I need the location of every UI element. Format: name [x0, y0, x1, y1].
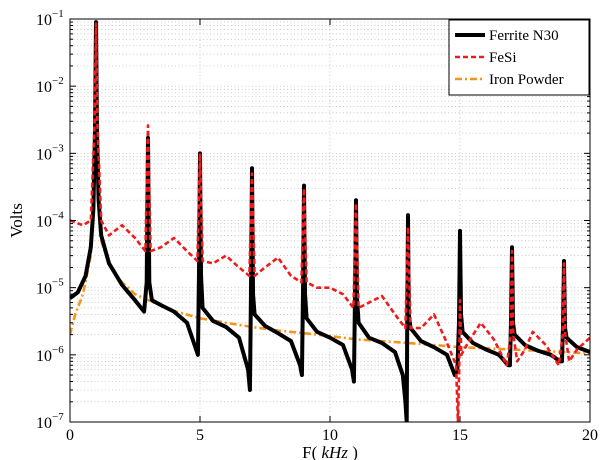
y-tick-label-base: 10	[36, 415, 52, 432]
y-tick-label: 10−5	[36, 277, 64, 298]
y-tick-label-exponent: −5	[52, 277, 64, 289]
y-tick-label: 10−3	[36, 142, 64, 163]
legend: Ferrite N30 FeSi Iron Powder	[448, 19, 590, 96]
series-line-fesi	[70, 22, 590, 422]
y-tick-label-exponent: −2	[52, 75, 64, 87]
y-tick-label-exponent: −1	[52, 8, 64, 20]
x-tick-labels: 0 5 10 15 20	[66, 427, 598, 444]
y-tick-label: 10−1	[36, 8, 64, 29]
y-tick-labels: 10−710−610−510−410−310−210−1	[36, 8, 64, 432]
y-tick-label: 10−2	[36, 75, 64, 96]
y-tick-label-exponent: −3	[52, 142, 64, 154]
legend-box	[448, 19, 590, 96]
y-tick-label: 10−4	[36, 210, 64, 231]
legend-label: FeSi	[489, 50, 517, 66]
x-tick-label: 10	[322, 427, 338, 444]
x-tick-label: 15	[452, 427, 468, 444]
y-tick-label-base: 10	[36, 146, 52, 163]
x-tick-label: 5	[196, 427, 204, 444]
series-lines	[70, 20, 590, 422]
legend-label: Ferrite N30	[489, 28, 559, 44]
x-tick-label: 0	[66, 427, 74, 444]
y-tick-label-base: 10	[36, 12, 52, 29]
y-tick-label-base: 10	[36, 79, 52, 96]
x-axis-label-prefix: F(	[302, 443, 321, 460]
x-tick-label: 20	[582, 427, 598, 444]
x-axis-label-suffix: )	[348, 443, 358, 460]
series-line-ferrite-n30	[70, 20, 590, 422]
y-tick-label-exponent: −4	[52, 210, 64, 222]
y-tick-label-exponent: −6	[52, 344, 64, 356]
y-tick-label: 10−6	[36, 344, 64, 365]
legend-label: Iron Powder	[489, 72, 564, 88]
y-tick-label-exponent: −7	[52, 411, 64, 423]
y-tick-label-base: 10	[36, 214, 52, 231]
y-tick-label: 10−7	[36, 411, 64, 432]
x-axis-label-unit: kHz	[322, 443, 349, 460]
y-axis-label: Volts	[7, 203, 26, 238]
y-tick-label-base: 10	[36, 348, 52, 365]
y-tick-label-base: 10	[36, 281, 52, 298]
x-axis-label: F( kHz )	[302, 443, 358, 460]
